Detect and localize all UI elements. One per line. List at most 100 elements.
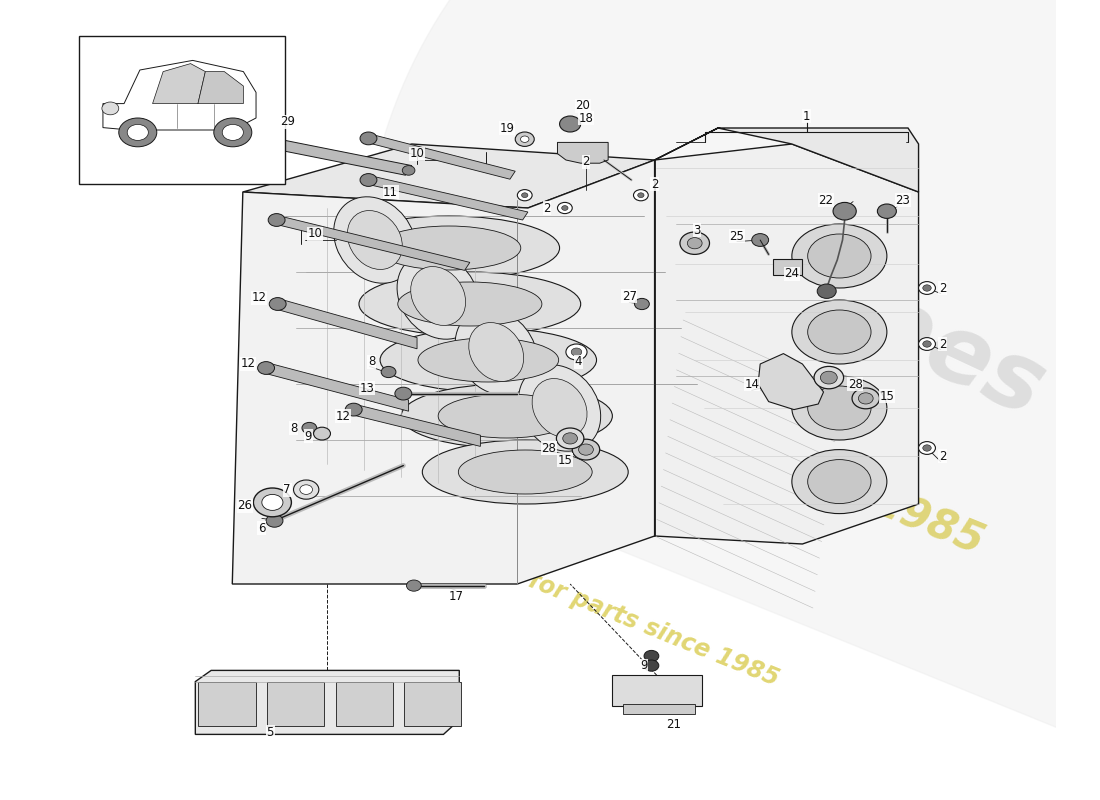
- Text: 2: 2: [651, 178, 659, 190]
- Polygon shape: [758, 354, 824, 410]
- Circle shape: [557, 428, 584, 449]
- Text: 7: 7: [284, 483, 290, 496]
- Ellipse shape: [469, 322, 524, 382]
- Text: 2: 2: [939, 282, 947, 294]
- Circle shape: [634, 190, 648, 201]
- Polygon shape: [654, 128, 918, 192]
- Text: 10: 10: [307, 227, 322, 240]
- Text: 10: 10: [409, 147, 425, 160]
- Text: since 1985: since 1985: [741, 430, 990, 562]
- Text: europes: europes: [630, 171, 1059, 437]
- Text: 19: 19: [499, 122, 515, 134]
- Text: 29: 29: [279, 115, 295, 128]
- Text: 20: 20: [575, 99, 591, 112]
- Circle shape: [918, 442, 935, 454]
- Circle shape: [563, 433, 578, 444]
- Circle shape: [262, 494, 283, 510]
- Text: 14: 14: [745, 378, 759, 390]
- Circle shape: [407, 580, 421, 591]
- Circle shape: [644, 650, 659, 662]
- Circle shape: [222, 124, 243, 141]
- Polygon shape: [354, 404, 481, 446]
- Text: 25: 25: [729, 230, 745, 242]
- Polygon shape: [275, 216, 470, 270]
- Ellipse shape: [381, 328, 596, 392]
- Polygon shape: [558, 142, 608, 163]
- Text: 17: 17: [449, 590, 463, 602]
- Circle shape: [515, 132, 535, 146]
- Polygon shape: [366, 134, 515, 179]
- Circle shape: [270, 298, 286, 310]
- Text: 1: 1: [803, 110, 811, 122]
- Polygon shape: [198, 71, 243, 103]
- Ellipse shape: [792, 376, 887, 440]
- Circle shape: [852, 388, 880, 409]
- Text: 26: 26: [238, 499, 252, 512]
- Bar: [198, 682, 255, 726]
- Circle shape: [635, 298, 649, 310]
- Text: 12: 12: [251, 291, 266, 304]
- Circle shape: [119, 118, 157, 146]
- Circle shape: [300, 485, 312, 494]
- Polygon shape: [103, 60, 256, 130]
- Circle shape: [314, 427, 330, 440]
- Circle shape: [213, 118, 252, 146]
- Circle shape: [253, 488, 292, 517]
- Circle shape: [395, 387, 411, 400]
- Circle shape: [403, 166, 415, 175]
- Circle shape: [638, 193, 644, 198]
- Text: 2: 2: [543, 202, 551, 214]
- Text: 23: 23: [895, 194, 910, 206]
- Circle shape: [579, 444, 593, 455]
- Ellipse shape: [807, 234, 871, 278]
- Circle shape: [381, 366, 396, 378]
- Polygon shape: [277, 298, 417, 349]
- Text: 12: 12: [336, 410, 351, 422]
- Ellipse shape: [807, 386, 871, 430]
- Ellipse shape: [418, 338, 559, 382]
- Circle shape: [858, 393, 873, 404]
- Ellipse shape: [359, 272, 581, 336]
- Circle shape: [817, 284, 836, 298]
- Ellipse shape: [459, 450, 592, 494]
- Bar: [79, 36, 285, 184]
- Circle shape: [102, 102, 119, 114]
- Circle shape: [644, 660, 659, 671]
- Circle shape: [190, 122, 209, 136]
- Circle shape: [521, 193, 528, 198]
- Ellipse shape: [376, 226, 520, 270]
- Text: 15: 15: [879, 390, 894, 402]
- Text: 8: 8: [368, 355, 375, 368]
- Ellipse shape: [410, 266, 465, 326]
- Circle shape: [833, 202, 856, 220]
- Circle shape: [266, 514, 283, 527]
- Circle shape: [918, 338, 935, 350]
- Text: 12: 12: [241, 358, 255, 370]
- Ellipse shape: [333, 197, 416, 283]
- Circle shape: [878, 204, 896, 218]
- Text: 8: 8: [289, 422, 297, 434]
- Text: 11: 11: [383, 186, 398, 198]
- Ellipse shape: [397, 253, 480, 339]
- Ellipse shape: [422, 440, 628, 504]
- Polygon shape: [197, 124, 411, 175]
- Text: 9: 9: [640, 659, 648, 672]
- Polygon shape: [243, 144, 654, 208]
- Circle shape: [268, 214, 285, 226]
- Bar: [613, 675, 702, 706]
- Ellipse shape: [455, 309, 537, 395]
- Polygon shape: [232, 160, 654, 584]
- Ellipse shape: [807, 310, 871, 354]
- Circle shape: [923, 285, 932, 291]
- Polygon shape: [366, 176, 528, 220]
- Circle shape: [814, 366, 844, 389]
- Text: 28: 28: [541, 442, 557, 454]
- Bar: [405, 682, 461, 726]
- Ellipse shape: [532, 378, 587, 438]
- Bar: [336, 682, 393, 726]
- Ellipse shape: [398, 282, 542, 326]
- Bar: [773, 259, 802, 275]
- Circle shape: [128, 124, 148, 141]
- Text: 6: 6: [258, 522, 265, 534]
- Circle shape: [680, 232, 710, 254]
